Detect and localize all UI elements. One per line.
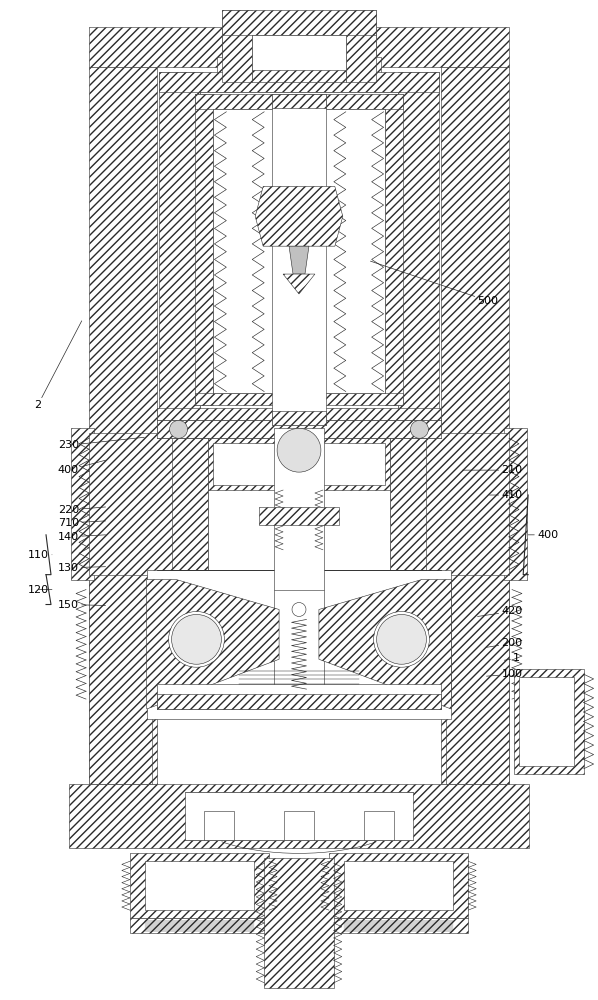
Bar [398,72,440,420]
Bar [504,428,527,580]
Bar [209,438,389,490]
Bar [185,792,413,840]
Text: 150: 150 [58,600,106,610]
Bar [272,411,326,425]
Bar [157,694,441,709]
Bar [147,570,451,719]
Bar [130,853,269,918]
Bar [196,94,402,109]
Bar [346,10,376,82]
Text: 400: 400 [58,460,106,475]
Bar [222,10,376,35]
Bar [158,72,200,420]
Bar [158,72,440,92]
Bar [157,684,441,709]
Bar [385,94,402,405]
Bar [446,570,509,784]
Bar [157,408,441,420]
Text: 420: 420 [478,606,523,616]
Text: 110: 110 [28,550,52,560]
Polygon shape [255,186,343,246]
Circle shape [169,611,224,667]
Bar [130,918,269,933]
Bar [272,94,326,425]
Bar [252,35,346,74]
Text: 1: 1 [504,653,520,663]
Polygon shape [283,274,315,294]
Bar [218,57,380,87]
Bar [89,433,172,575]
Bar [89,27,222,67]
Bar [89,67,157,784]
Circle shape [377,614,426,664]
Polygon shape [147,580,279,709]
Bar [519,677,573,766]
Bar [514,669,584,774]
Bar [329,853,468,918]
Circle shape [410,420,428,438]
Bar [213,109,385,393]
Bar [196,393,402,405]
Bar [157,420,441,438]
Bar [157,438,209,570]
Bar [71,428,94,580]
Bar [329,918,468,933]
Circle shape [170,420,188,438]
Text: 200: 200 [487,638,523,648]
Polygon shape [319,580,451,709]
Bar [426,433,509,575]
Text: 130: 130 [58,563,106,573]
Bar [441,67,509,784]
Text: 210: 210 [463,465,523,475]
Bar [252,70,346,82]
Circle shape [292,603,306,616]
Text: 100: 100 [487,669,523,679]
Text: 140: 140 [58,532,106,542]
Bar [222,10,252,82]
Circle shape [374,611,429,667]
Bar [389,438,441,570]
Bar [89,570,152,784]
Text: 710: 710 [58,518,106,528]
Bar [272,94,326,108]
Bar [274,428,324,590]
Bar [364,811,393,840]
Text: 230: 230 [58,437,144,450]
Bar [284,811,314,840]
Bar [213,443,385,485]
Bar [259,507,339,525]
Text: 500: 500 [370,261,499,306]
Text: 2: 2 [34,321,82,410]
Text: 400: 400 [528,530,558,540]
Polygon shape [289,246,309,274]
Text: 120: 120 [28,585,52,595]
Bar [222,42,376,67]
Bar [145,861,254,910]
Bar [376,27,509,67]
Circle shape [172,614,221,664]
Bar [264,858,334,988]
Bar [196,94,213,405]
Bar [200,92,398,420]
Circle shape [277,428,321,472]
Text: 410: 410 [490,490,523,500]
Bar [69,784,529,848]
Bar [209,438,389,570]
Text: 220: 220 [58,505,106,515]
Bar [205,811,234,840]
Bar [344,861,453,910]
